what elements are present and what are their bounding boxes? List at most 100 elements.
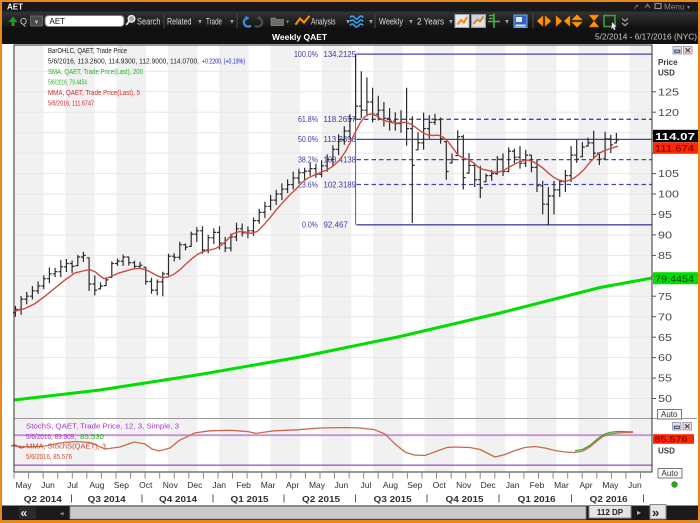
svg-text:▼: ▼ — [368, 20, 374, 26]
svg-text:MMA, QAET, Trade Price(Last),: MMA, QAET, Trade Price(Last), 5 — [48, 88, 140, 97]
svg-text:▾: ▾ — [687, 5, 690, 11]
svg-text:125: 125 — [658, 87, 680, 98]
svg-text:Dec: Dec — [481, 480, 497, 490]
svg-text:Related: Related — [167, 17, 192, 27]
svg-text:70: 70 — [658, 312, 673, 323]
svg-text:▼: ▼ — [229, 20, 235, 26]
svg-text:Jun: Jun — [628, 480, 642, 490]
svg-text:Q3 2014: Q3 2014 — [88, 494, 126, 504]
svg-text:SMA, QAET, Trade Price(Last),: SMA, QAET, Trade Price(Last), 200 — [48, 67, 143, 76]
svg-text:79.4454: 79.4454 — [655, 274, 694, 285]
svg-text:50: 50 — [658, 394, 673, 405]
svg-text:◂: ◂ — [60, 511, 64, 518]
svg-text:Q1 2015: Q1 2015 — [231, 494, 269, 504]
svg-text:Mar: Mar — [554, 480, 569, 490]
svg-text:Apr: Apr — [579, 480, 592, 490]
svg-text:Q: Q — [20, 17, 27, 27]
svg-text:65: 65 — [658, 333, 673, 344]
svg-text:▼: ▼ — [408, 20, 414, 26]
svg-text:Nov: Nov — [456, 480, 472, 490]
svg-text:Analysis: Analysis — [311, 17, 336, 27]
svg-text:May: May — [602, 480, 619, 490]
svg-text:Jun: Jun — [335, 480, 349, 490]
svg-text:60: 60 — [658, 353, 673, 364]
svg-text:85.530: 85.530 — [80, 432, 104, 441]
svg-text:92.467: 92.467 — [324, 221, 349, 230]
svg-text:Q2 2015: Q2 2015 — [302, 494, 340, 504]
svg-text:▾: ▾ — [286, 20, 289, 26]
svg-text:Q2 2016: Q2 2016 — [590, 494, 628, 504]
svg-text:114.07: 114.07 — [655, 131, 695, 143]
svg-text:134.2125: 134.2125 — [324, 50, 357, 59]
svg-text:Q4 2015: Q4 2015 — [446, 494, 484, 504]
svg-text:Feb: Feb — [236, 480, 251, 490]
svg-text:MMA, StochS(QAET), 3: MMA, StochS(QAET), 3 — [26, 442, 106, 451]
svg-text:▼: ▼ — [34, 20, 40, 26]
svg-text:105: 105 — [658, 169, 680, 180]
svg-text:Weekly QAET: Weekly QAET — [272, 32, 328, 42]
svg-text:85: 85 — [658, 251, 673, 262]
svg-text:120: 120 — [658, 108, 680, 119]
svg-text:Mar: Mar — [261, 480, 276, 490]
svg-text:Jan: Jan — [506, 480, 520, 490]
svg-text:Jun: Jun — [41, 480, 55, 490]
svg-text:AET: AET — [7, 3, 23, 12]
svg-text:Aug: Aug — [89, 480, 104, 490]
svg-text:Apr: Apr — [286, 480, 299, 490]
svg-text:▼: ▼ — [448, 20, 454, 26]
svg-text:+: + — [516, 18, 520, 25]
svg-text:102.3189: 102.3189 — [324, 180, 357, 189]
svg-text:0.0%: 0.0% — [302, 221, 318, 230]
svg-text:Feb: Feb — [530, 480, 545, 490]
svg-text:5/6/2016, 111.6747: 5/6/2016, 111.6747 — [48, 99, 94, 108]
svg-text:118.2657: 118.2657 — [324, 115, 357, 124]
svg-text:2 Years: 2 Years — [417, 17, 444, 27]
svg-text:100.0%: 100.0% — [294, 50, 318, 59]
svg-text:Auto: Auto — [661, 410, 678, 419]
svg-text:5/6/2016, 85.576: 5/6/2016, 85.576 — [26, 452, 72, 461]
svg-text:85.576: 85.576 — [655, 434, 688, 444]
svg-text:100: 100 — [658, 190, 680, 201]
svg-text:Oct: Oct — [139, 480, 153, 490]
svg-text:5/6/2016, 79.4454: 5/6/2016, 79.4454 — [48, 78, 87, 87]
svg-text:90: 90 — [658, 231, 673, 242]
svg-text:5/2/2014 - 6/17/2016 (NYC): 5/2/2014 - 6/17/2016 (NYC) — [595, 33, 697, 42]
svg-text:»: » — [652, 505, 659, 520]
svg-text:61.8%: 61.8% — [298, 115, 318, 124]
svg-text:Auto: Auto — [662, 469, 679, 478]
svg-text:Sep: Sep — [114, 480, 129, 490]
svg-text:«: « — [21, 506, 28, 520]
svg-text:Jul: Jul — [360, 480, 371, 490]
svg-text:Menu: Menu — [664, 2, 685, 12]
svg-text:Search: Search — [137, 17, 161, 27]
svg-text:▼: ▼ — [504, 20, 510, 26]
svg-text:Q3 2015: Q3 2015 — [374, 494, 412, 504]
svg-text:Dec: Dec — [187, 480, 203, 490]
svg-text:May: May — [309, 480, 326, 490]
svg-text:▸: ▸ — [637, 508, 641, 517]
svg-text:38.2%: 38.2% — [298, 155, 318, 164]
svg-text:USD: USD — [658, 447, 675, 456]
svg-text:Nov: Nov — [163, 480, 179, 490]
svg-text:May: May — [16, 480, 33, 490]
svg-text:95: 95 — [658, 210, 673, 221]
svg-text:StochS, QAET, Trade Price, 12: StochS, QAET, Trade Price, 12, 3, Simple… — [26, 421, 179, 430]
svg-text:USD: USD — [658, 69, 675, 78]
svg-text:Trade: Trade — [206, 17, 222, 27]
svg-text:Sep: Sep — [407, 480, 422, 490]
svg-text:▼: ▼ — [345, 20, 351, 26]
svg-text:▼: ▼ — [197, 20, 203, 26]
svg-text:Q2 2014: Q2 2014 — [24, 494, 62, 504]
svg-text:Q4 2014: Q4 2014 — [159, 494, 197, 504]
svg-text:5/6/2016, 89.909,: 5/6/2016, 89.909, — [26, 432, 76, 441]
svg-text:+0.2200, (+0.19%): +0.2200, (+0.19%) — [202, 57, 245, 66]
svg-text:50.0%: 50.0% — [298, 135, 318, 144]
svg-text:Q1 2016: Q1 2016 — [518, 494, 556, 504]
svg-text:BarOHLC, QAET, Trade Price: BarOHLC, QAET, Trade Price — [48, 46, 127, 55]
svg-text:Oct: Oct — [433, 480, 447, 490]
svg-text:55: 55 — [658, 374, 673, 385]
svg-text:Price: Price — [658, 58, 678, 67]
svg-text:Weekly: Weekly — [379, 17, 403, 27]
svg-text:AET: AET — [50, 17, 66, 26]
svg-text:Jul: Jul — [67, 480, 78, 490]
